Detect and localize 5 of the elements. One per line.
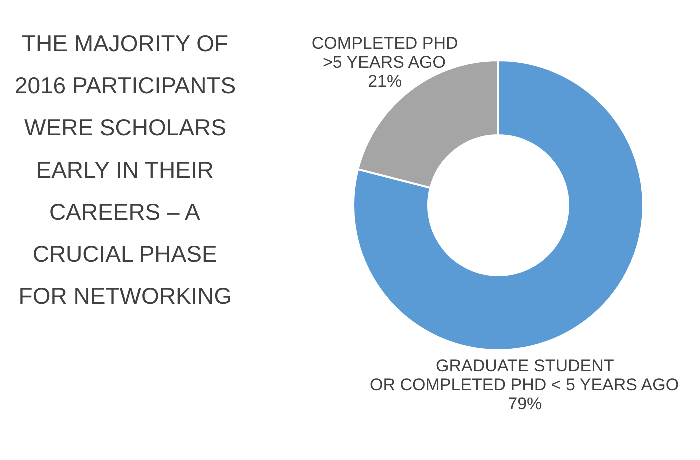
text: THE MAJORITY OF 2016 PARTICIPANTS WERE SCHOLARS EARLY IN THEIR CAREERS – A CRUCIAL PHASE FOR NETWORKING: [14, 30, 236, 310]
slice-label: COMPLETED PHD >5 YEARS AGO: [312, 34, 458, 72]
data-label: 79%: [508, 394, 542, 414]
slice-label: GRADUATE STUDENT OR COMPLETED PHD < 5 YEARS AGO: [370, 356, 680, 394]
data-label: 21%: [368, 72, 402, 91]
